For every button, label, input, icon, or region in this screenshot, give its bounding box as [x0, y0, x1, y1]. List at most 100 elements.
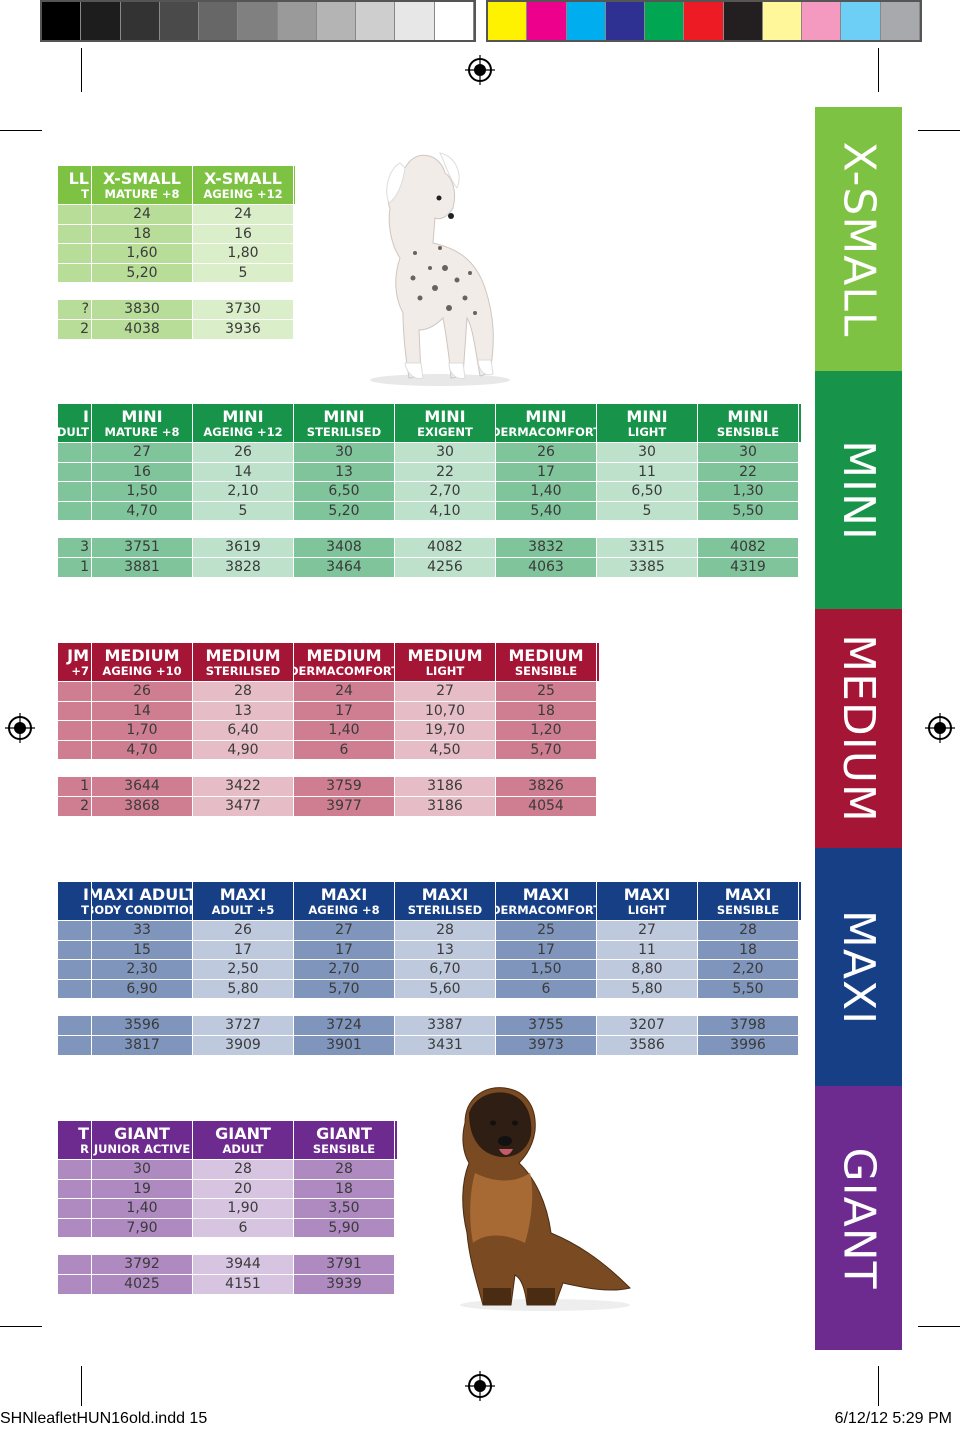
table-cell: 16: [92, 462, 193, 482]
dog-photo-leonberger: [460, 1087, 631, 1311]
table-row: 1,70 6,40 1,40 19,70 1,20: [58, 720, 599, 740]
table-row: 16 14 13 22 17 11 22: [58, 461, 801, 482]
column-header-sub: STERILISED: [205, 663, 281, 678]
crop-mark: [918, 130, 960, 131]
table-cell: 3186: [395, 777, 496, 796]
table-cell: 3408: [294, 538, 395, 557]
table-cell: 24: [193, 205, 294, 224]
table-cell: 1,20: [496, 721, 597, 740]
table-cell-truncated: [58, 1274, 92, 1294]
table-cell: 4,50: [395, 740, 496, 760]
table-cell: 26: [92, 682, 193, 701]
table-cell: 4038: [92, 319, 193, 339]
column-header: GIANT ADULT: [193, 1121, 294, 1159]
table-cell: 3944: [193, 1255, 294, 1274]
column-header-sub: EXIGENT: [417, 424, 473, 439]
column-header-sub: DERMACOMFORT: [294, 663, 395, 678]
table-cell: 6,50: [294, 482, 395, 501]
table-cell: 1,40: [294, 721, 395, 740]
table-cell-truncated: ?: [58, 300, 92, 319]
column-header: MINI AGEING +12: [193, 404, 294, 442]
color-swatch: [238, 2, 278, 40]
table-cell: 3817: [92, 1035, 193, 1055]
table-row: 6,90 5,80 5,70 5,60 6 5,80 5,50: [58, 978, 801, 999]
column-header-name: GIANT: [316, 1123, 372, 1143]
x-small-nutrition-table: LL T X-SMALL MATURE +8 X-SMALL AGEING +12 24 24…: [58, 166, 295, 339]
table-cell: 14: [92, 701, 193, 721]
grayscale-color-bar: [40, 0, 476, 42]
table-cell: 2,10: [193, 482, 294, 501]
table-cell: 1,40: [496, 482, 597, 501]
column-header: MAXI LIGHT: [597, 882, 698, 920]
table-cell-truncated: [58, 740, 92, 760]
table-cell-truncated: [58, 244, 92, 263]
table-cell: 3798: [698, 1016, 799, 1035]
giant-nutrition-table: T R GIANT JUNIOR ACTIVE GIANT ADULT GIANT SENSI…: [58, 1121, 397, 1294]
column-header-name: MINI: [626, 406, 668, 426]
mini-nutrition-table: I DULT MINI MATURE +8 MINI AGEING +12 MINI STER…: [58, 404, 801, 577]
column-header-name: MAXI ADULT: [92, 884, 193, 904]
table-cell: 3832: [496, 538, 597, 557]
table-row: 2 4038 3936: [58, 318, 295, 339]
table-cell: 6,40: [193, 721, 294, 740]
registration-mark-icon: [5, 713, 35, 743]
registration-mark-icon: [925, 713, 955, 743]
table-cell: 6: [193, 1218, 294, 1238]
table-cell: 20: [193, 1179, 294, 1199]
table-cell: 33: [92, 921, 193, 940]
table-cell: 5,70: [294, 979, 395, 999]
column-header-sub: MATURE +8: [104, 186, 180, 201]
table-cell: 1,50: [496, 960, 597, 979]
dog-photo-chinese-crested: [370, 152, 510, 386]
table-cell-truncated: [58, 205, 92, 224]
column-header-name: X-SMALL: [204, 168, 282, 188]
table-cell: 27: [597, 921, 698, 940]
table-cell: 19: [92, 1179, 193, 1199]
table-row: 26 28 24 27 25: [58, 681, 599, 701]
table-cell: 24: [294, 682, 395, 701]
table-cell: 3826: [496, 777, 597, 796]
table-cell-truncated: 1: [58, 557, 92, 577]
footer-file-info: SHNleafletHUN16old.indd 15: [0, 1410, 208, 1427]
color-swatch: [723, 2, 763, 40]
column-header-name: X-SMALL: [103, 168, 181, 188]
table-cell: 30: [395, 443, 496, 462]
table-row: 15 17 17 13 17 11 18: [58, 939, 801, 960]
table-row: 4025 4151 3939: [58, 1273, 397, 1294]
table-row: 5,20 5: [58, 262, 295, 283]
table-cell: 11: [597, 462, 698, 482]
table-cell: 5: [193, 501, 294, 521]
table-cell: 1,70: [92, 721, 193, 740]
table-cell: 30: [92, 1160, 193, 1179]
table-cell: 1,60: [92, 244, 193, 263]
table-row: 19 20 18: [58, 1178, 397, 1199]
table-row: 2 3868 3477 3977 3186 4054: [58, 795, 599, 816]
table-cell: 3385: [597, 557, 698, 577]
color-swatch: [434, 2, 474, 40]
column-header-name: MEDIUM: [508, 645, 584, 665]
table-cell: 3724: [294, 1016, 395, 1035]
crop-mark: [878, 1366, 879, 1406]
column-header: X-SMALL MATURE +8: [92, 166, 193, 204]
column-header-name: MINI: [323, 406, 365, 426]
table-cell: 30: [698, 443, 799, 462]
column-header-truncated: I DULT: [58, 404, 92, 442]
table-cell: 24: [92, 205, 193, 224]
table-cell: 3977: [294, 796, 395, 816]
table-row: 33 26 27 28 25 27 28: [58, 920, 801, 940]
table-cell: 27: [294, 921, 395, 940]
column-header-name: I: [83, 884, 89, 904]
column-header: MINI MATURE +8: [92, 404, 193, 442]
color-swatch: [762, 2, 803, 40]
table-cell: 4256: [395, 557, 496, 577]
table-cell: 5,80: [597, 979, 698, 999]
table-cell-truncated: [58, 462, 92, 482]
table-cell: 17: [294, 701, 395, 721]
table-cell: 3431: [395, 1035, 496, 1055]
table-cell: 13: [193, 701, 294, 721]
table-cell: 13: [294, 462, 395, 482]
table-cell: 3727: [193, 1016, 294, 1035]
table-cell-truncated: [58, 701, 92, 721]
color-swatch: [42, 2, 82, 40]
